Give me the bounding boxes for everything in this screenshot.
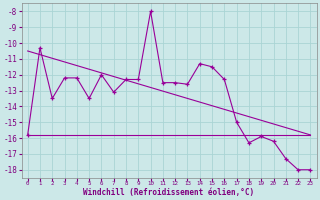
X-axis label: Windchill (Refroidissement éolien,°C): Windchill (Refroidissement éolien,°C): [84, 188, 255, 197]
